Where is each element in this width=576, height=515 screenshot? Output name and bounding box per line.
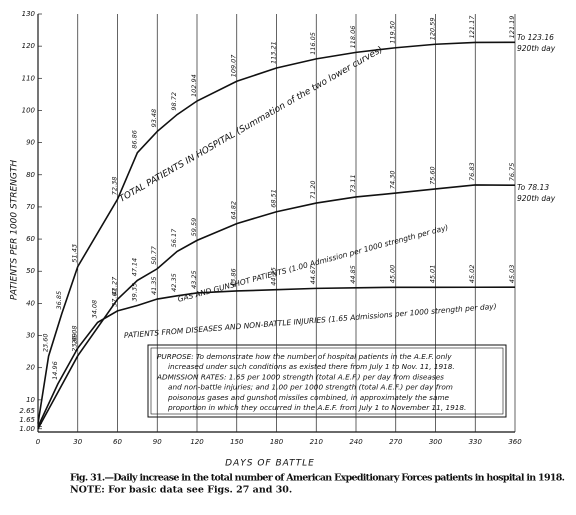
data-label: 34.08 (91, 300, 99, 319)
data-label: 121.17 (468, 15, 476, 39)
y-tick-label: 100 (22, 106, 36, 114)
data-label: 64.82 (230, 201, 238, 220)
curve-label: PATIENTS FROM DISEASES AND NON-BATTLE IN… (124, 302, 497, 340)
end-note: 920th day (517, 44, 556, 53)
y-tick-label: 30 (26, 332, 35, 340)
curve (37, 41, 516, 424)
x-tick-label: 30 (73, 438, 82, 446)
x-axis-label: DAYS OF BATTLE (225, 459, 315, 469)
data-label: 36.85 (55, 291, 63, 310)
y-tick-label: 110 (22, 74, 36, 82)
data-label: 76.75 (508, 163, 516, 182)
data-label: 23.69 (71, 333, 79, 352)
data-label: 44.67 (309, 265, 317, 284)
purpose-box (147, 344, 507, 418)
x-tick-label: 270 (389, 438, 403, 446)
y-tick-label: 70 (26, 203, 35, 211)
data-label: 116.05 (309, 32, 317, 55)
data-label: 73.11 (349, 174, 357, 193)
data-label: 42.35 (170, 273, 178, 292)
data-label: 98.72 (170, 92, 178, 111)
data-label: 119.50 (389, 21, 397, 44)
data-label: 120.59 (429, 18, 437, 41)
y-tick-label: 90 (26, 139, 35, 147)
x-tick-label: 180 (270, 438, 284, 446)
end-note: To 123.16 (517, 33, 554, 42)
data-label: 121.19 (508, 16, 516, 39)
x-tick-label: 90 (153, 438, 162, 446)
data-label: 50.77 (150, 245, 158, 264)
purpose-box-inner (150, 347, 504, 415)
y-tick-label: 20 (26, 364, 35, 372)
y-tick-label: 10 (26, 396, 35, 404)
end-note: 920th day (517, 194, 556, 203)
y-tick-label: 60 (26, 235, 35, 243)
purpose-text: proportion in which they occurred in the… (167, 403, 466, 412)
data-label: 45.02 (468, 265, 476, 284)
purpose-text: PURPOSE: To demonstrate how the number o… (157, 352, 452, 361)
y-tick-label: 1.65 (19, 416, 35, 424)
data-label: 44.85 (349, 265, 357, 284)
data-label: 43.25 (190, 270, 198, 289)
x-tick-label: 60 (113, 438, 122, 446)
y-tick-label: 2.65 (19, 407, 35, 415)
x-tick-label: 120 (190, 438, 204, 446)
purpose-text: poisonous gases and gunshot missiles com… (167, 393, 450, 402)
data-label: 41.35 (150, 276, 158, 295)
x-tick-label: 360 (508, 438, 522, 446)
data-label: 14.96 (51, 361, 59, 380)
data-label: 75.60 (429, 166, 437, 185)
data-label: 74.30 (389, 170, 397, 189)
purpose-text: and non-battle injuries; and 1.00 per 10… (168, 383, 453, 392)
x-tick-label: 300 (429, 438, 443, 446)
data-label: 43.86 (230, 268, 238, 287)
caption: Fig. 31.—Daily increase in the total num… (70, 473, 565, 484)
data-label: 26.08 (71, 326, 79, 345)
data-label: 51.43 (71, 244, 79, 263)
data-label: 47.14 (130, 258, 138, 277)
data-label: 45.01 (429, 265, 437, 284)
y-tick-label: 1.00 (19, 425, 35, 433)
x-tick-label: 210 (310, 438, 324, 446)
data-label: 118.06 (349, 26, 357, 49)
y-tick-label: 50 (26, 267, 35, 275)
caption: NOTE: For basic data see Figs. 27 and 30… (70, 485, 292, 496)
end-note: To 78.13 (517, 183, 549, 192)
x-tick-label: 150 (230, 438, 244, 446)
data-label: 41.27 (111, 276, 119, 295)
data-label: 102.94 (190, 74, 198, 97)
x-tick-label: 0 (36, 438, 41, 446)
y-tick-label: 120 (22, 42, 36, 50)
data-label: 109.07 (230, 54, 238, 78)
data-label: 71.20 (309, 180, 317, 199)
x-tick-label: 240 (349, 438, 363, 446)
x-tick-label: 330 (469, 438, 483, 446)
purpose-text: ADMISSION RATES: 1.65 per 1000 strength … (156, 372, 444, 381)
curve (37, 286, 516, 428)
purpose-text: increased under such conditions as exist… (168, 362, 455, 371)
data-label: 23.60 (42, 334, 50, 353)
data-label: 93.48 (150, 109, 158, 128)
data-label: 72.38 (111, 177, 119, 196)
data-label: 86.86 (130, 130, 138, 149)
y-tick-label: 80 (26, 171, 35, 179)
data-label: 76.83 (468, 162, 476, 181)
data-label: 113.21 (270, 41, 278, 64)
data-label: 39.35 (130, 283, 138, 302)
y-axis-label: PATIENTS PER 1000 STRENGTH (10, 160, 20, 300)
y-tick-label: 130 (22, 10, 36, 18)
curve (37, 184, 516, 430)
curve-label: GAS AND GUNSHOT PATIENTS (1.00 Admission… (177, 223, 450, 304)
data-label: 59.59 (190, 218, 198, 237)
data-label: 68.51 (270, 189, 278, 208)
data-label: 45.00 (389, 265, 397, 284)
data-label: 45.03 (508, 265, 516, 284)
data-label: 56.17 (170, 228, 178, 247)
data-label: 44.25 (270, 267, 278, 286)
y-tick-label: 40 (26, 299, 35, 307)
data-label: 37.67 (111, 287, 119, 306)
